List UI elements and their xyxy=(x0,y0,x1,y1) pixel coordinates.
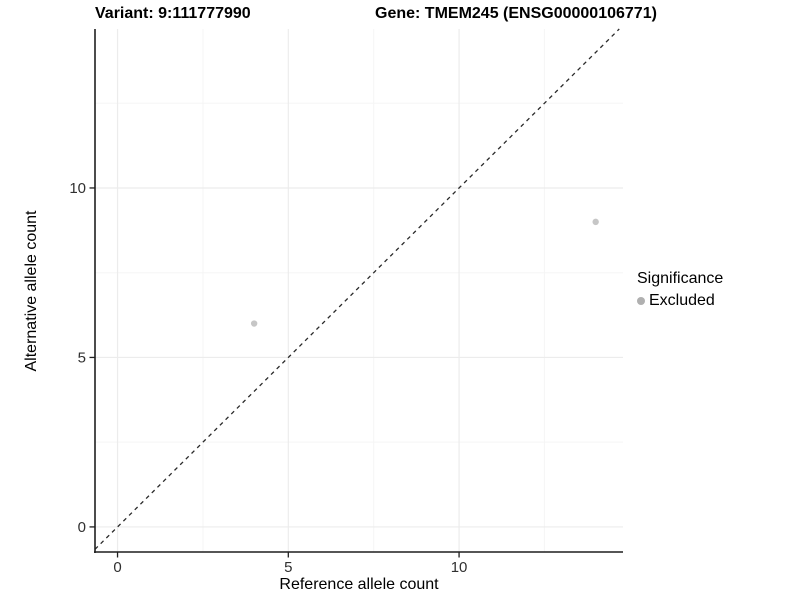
scatter-point xyxy=(250,320,258,327)
y-tick-label: 0 xyxy=(78,519,86,536)
excluded-dot-icon xyxy=(637,297,645,305)
x-tick-labels: 0 5 10 xyxy=(113,559,467,576)
identity-dashed-line xyxy=(94,28,620,550)
x-tick-label: 10 xyxy=(451,559,468,576)
axis-lines xyxy=(94,29,623,553)
variant-title: Variant: 9:111777990 xyxy=(95,5,251,22)
y-tick-label: 5 xyxy=(78,349,86,366)
legend-entry-excluded: Excluded xyxy=(637,292,723,310)
y-tick-labels: 0 5 10 xyxy=(69,180,86,536)
tick-marks xyxy=(89,187,460,558)
major-gridlines xyxy=(95,29,623,552)
legend: Significance Excluded xyxy=(637,270,723,310)
scatter-point xyxy=(592,218,599,226)
y-axis-title: Alternative allele count xyxy=(23,210,40,372)
minor-gridlines xyxy=(95,29,623,552)
x-tick-label: 0 xyxy=(113,559,121,576)
x-tick-label: 5 xyxy=(284,559,292,576)
y-tick-label: 10 xyxy=(69,180,86,197)
gene-title: Gene: TMEM245 (ENSG00000106771) xyxy=(375,5,657,22)
legend-entry-label: Excluded xyxy=(649,292,715,309)
legend-title: Significance xyxy=(637,270,724,287)
x-axis-title: Reference allele count xyxy=(279,576,439,593)
data-points xyxy=(250,218,599,327)
